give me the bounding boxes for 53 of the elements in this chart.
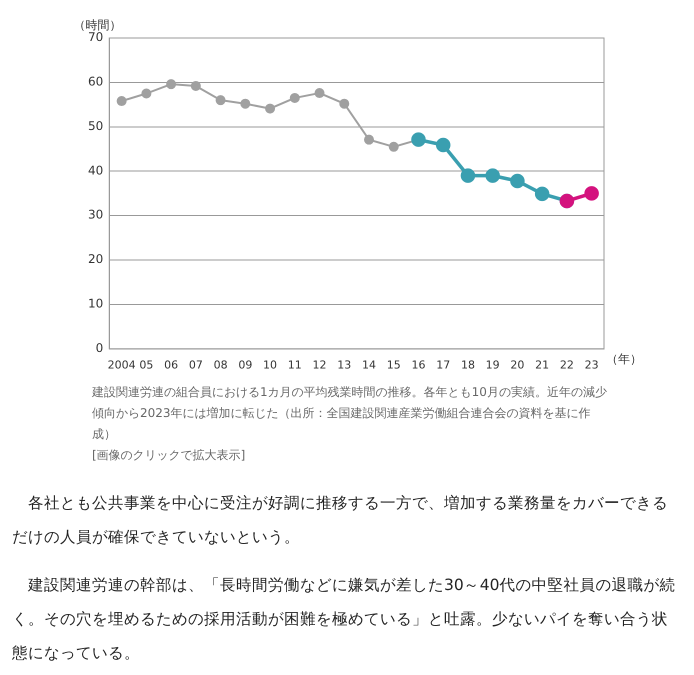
point <box>584 186 599 201</box>
y-tick-label: 30 <box>88 208 104 222</box>
y-tick-label: 60 <box>88 74 104 89</box>
y-axis-title: （時間） <box>73 18 122 32</box>
x-tick-label: 2004 <box>108 358 136 372</box>
y-tick-label: 70 <box>88 30 104 44</box>
point <box>216 95 226 106</box>
point <box>460 168 476 183</box>
x-tick-label: 10 <box>263 358 278 372</box>
x-tick-label: 14 <box>362 358 376 372</box>
point <box>510 174 525 188</box>
x-tick-label: 07 <box>188 358 203 372</box>
x-tick-label: 16 <box>411 358 426 372</box>
point <box>339 98 350 109</box>
x-tick-label: 22 <box>560 358 574 372</box>
y-tick-label: 10 <box>88 296 104 311</box>
point <box>290 92 300 103</box>
text: 建設関連労連の組合員における1カ月の平均残業時間の推移。各年とも10月の実績。近年の減少傾向から2023年には増加に転じた（出所：全国建設関連産業労働組合連合会の資料を基に作成） <box>92 384 608 443</box>
point <box>166 79 176 90</box>
point <box>314 88 325 98</box>
point <box>388 142 399 152</box>
point <box>411 132 426 147</box>
point <box>436 138 450 152</box>
x-tick-label: 20 <box>510 358 524 372</box>
y-tick-label: 20 <box>88 252 104 266</box>
point <box>190 80 201 91</box>
point <box>534 186 550 202</box>
text: 建設関連労連の幹部は、「長時間労働などに嫌気が差した30～40代の中堅社員の退職が続く。その穴を埋めるための採用活動が困難を極めている」と吐露。少ないパイを奪い合う状態になっている。 <box>12 575 676 664</box>
text: 各社とも公共事業を中心に受注が好調に推移する一方で、増加する業務量をカバーできるだけの人員が確保できていないという。 <box>12 493 669 548</box>
x-tick-label: 05 <box>139 358 154 372</box>
x-tick-label: 18 <box>460 358 475 372</box>
y-tick-label: 0 <box>96 340 104 355</box>
x-tick-label: 11 <box>288 358 302 372</box>
x-tick-label: 06 <box>164 358 178 372</box>
y-tick-label: 40 <box>88 163 104 178</box>
y-tick-label: 50 <box>88 118 104 133</box>
x-tick-label: 12 <box>312 358 327 372</box>
x-tick-label: 19 <box>486 358 500 372</box>
x-tick-label: 17 <box>436 358 450 372</box>
x-tick-label: 15 <box>386 358 401 372</box>
x-tick-label: 23 <box>584 358 599 372</box>
point <box>240 98 250 109</box>
point <box>116 96 127 106</box>
x-tick-label: 09 <box>238 358 252 372</box>
text: [画像のクリックで拡大表示] <box>92 447 246 464</box>
point <box>141 88 152 98</box>
point <box>364 134 374 145</box>
x-axis-title: （年） <box>606 352 642 366</box>
x-tick-label: 13 <box>337 358 352 372</box>
point <box>265 104 276 114</box>
point <box>485 168 500 183</box>
x-tick-label: 08 <box>214 358 228 372</box>
x-tick-label: 21 <box>535 358 550 372</box>
